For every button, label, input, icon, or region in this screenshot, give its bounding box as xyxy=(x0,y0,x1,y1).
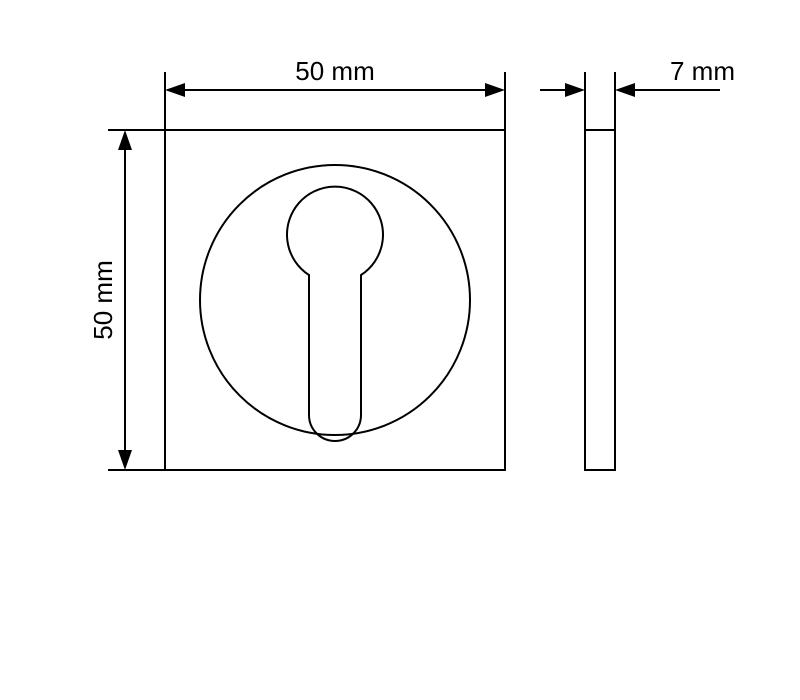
dimension-height: 50 mm xyxy=(88,130,210,470)
front-view xyxy=(165,130,505,470)
front-square xyxy=(165,130,505,470)
dimension-width-label: 50 mm xyxy=(295,56,374,86)
dimension-thickness-label: 7 mm xyxy=(670,56,735,86)
side-view xyxy=(585,130,615,470)
dimension-width: 50 mm xyxy=(165,56,505,180)
front-circle xyxy=(200,165,470,435)
keyhole-icon xyxy=(287,187,383,441)
dimension-thickness: 7 mm xyxy=(540,56,735,180)
dimension-height-label: 50 mm xyxy=(88,260,118,339)
side-rect xyxy=(585,130,615,470)
dimensioned-escutcheon-diagram: 50 mm 50 mm 7 mm xyxy=(0,0,800,700)
